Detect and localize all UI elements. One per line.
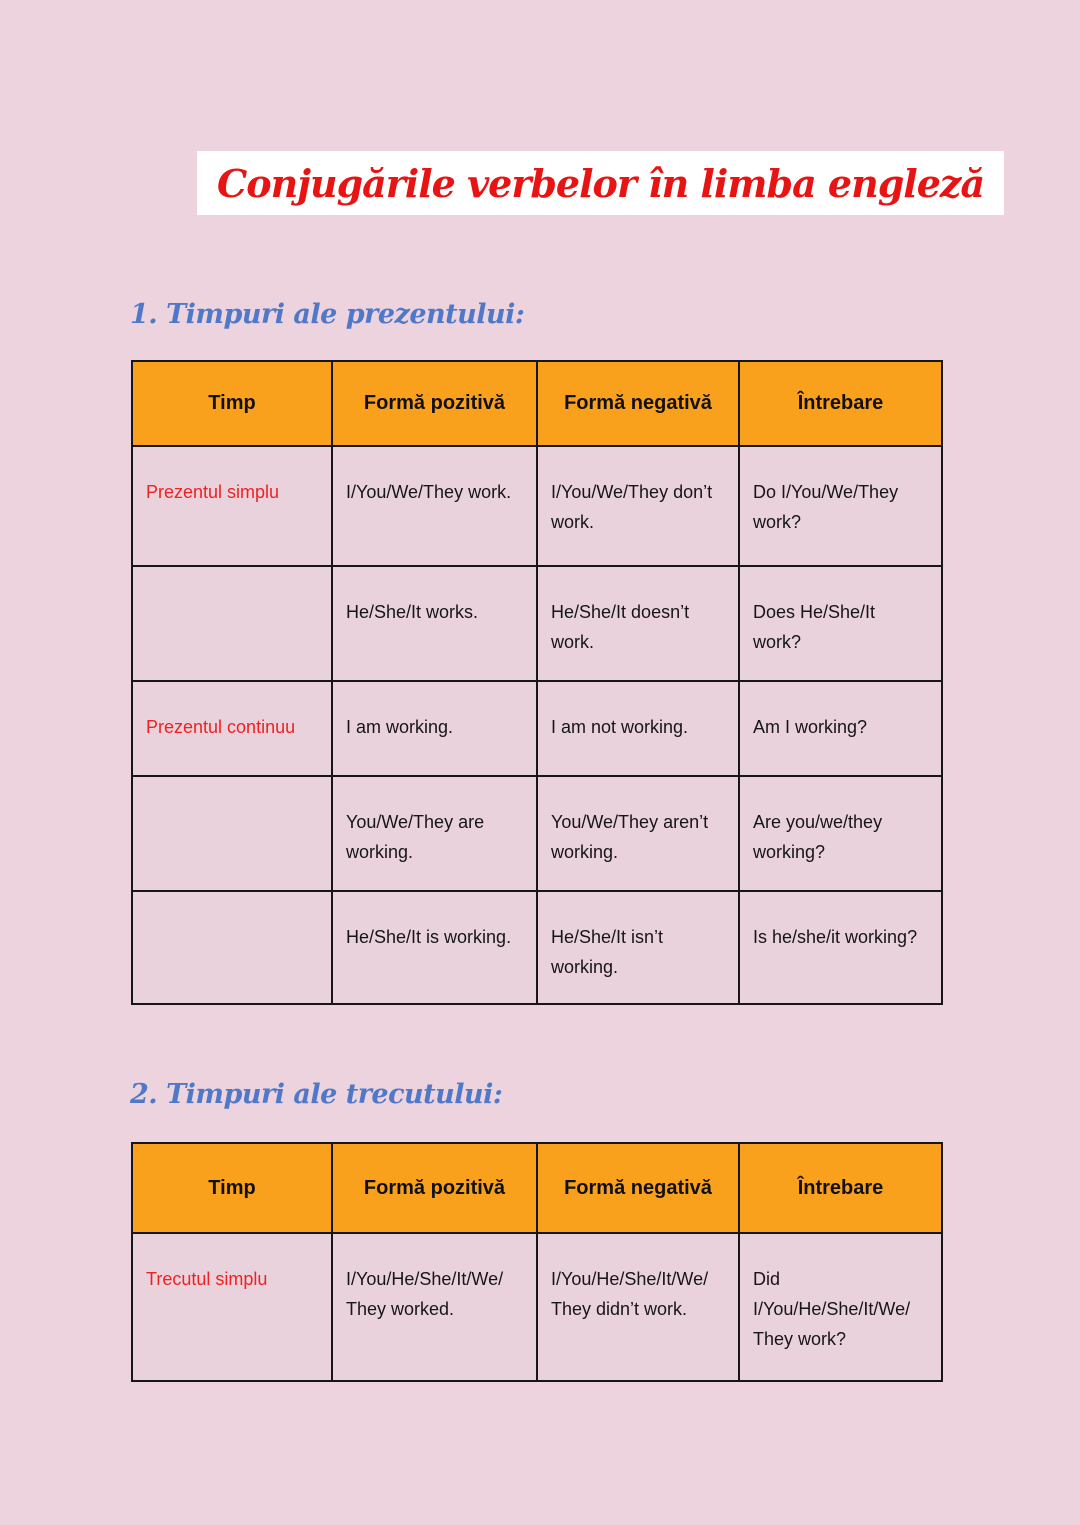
column-header-intrebare: Întrebare <box>738 360 943 447</box>
table-row: Prezentul continuu I am working. I am no… <box>131 680 943 777</box>
present-tenses-table: Timp Formă pozitivă Formă negativă Între… <box>131 360 943 1005</box>
cell-positive-form: I/You/We/They work. <box>331 445 538 567</box>
table-row: You/We/They are working. You/We/They are… <box>131 775 943 892</box>
cell-question-form: Am I working? <box>738 680 943 777</box>
section-heading-present: 1. Timpuri ale prezentului: <box>130 299 525 330</box>
page-title-highlight: Conjugările verbelor în limba engleză <box>197 151 1005 215</box>
cell-positive-form: You/We/They are working. <box>331 775 538 892</box>
cell-tense-name <box>131 775 333 892</box>
cell-positive-form: I/You/He/She/It/We/ They worked. <box>331 1232 538 1382</box>
cell-tense-name <box>131 890 333 1005</box>
column-header-forma-pozitiva: Formă pozitivă <box>331 1142 538 1234</box>
cell-negative-form: I am not working. <box>536 680 740 777</box>
cell-negative-form: He/She/It doesn’t work. <box>536 565 740 682</box>
cell-negative-form: You/We/They aren’t working. <box>536 775 740 892</box>
cell-question-form: Is he/she/it working? <box>738 890 943 1005</box>
cell-question-form: Does He/She/It work? <box>738 565 943 682</box>
table-header-row: Timp Formă pozitivă Formă negativă Între… <box>131 1142 943 1234</box>
cell-negative-form: I/You/He/She/It/We/ They didn’t work. <box>536 1232 740 1382</box>
cell-tense-name <box>131 565 333 682</box>
column-header-intrebare: Întrebare <box>738 1142 943 1234</box>
cell-positive-form: He/She/It works. <box>331 565 538 682</box>
cell-question-form: Did I/You/He/She/It/We/ They work? <box>738 1232 943 1382</box>
column-header-forma-negativa: Formă negativă <box>536 1142 740 1234</box>
table-row: He/She/It works. He/She/It doesn’t work.… <box>131 565 943 682</box>
cell-negative-form: I/You/We/They don’t work. <box>536 445 740 567</box>
table-header-row: Timp Formă pozitivă Formă negativă Între… <box>131 360 943 447</box>
page-title: Conjugările verbelor în limba engleză <box>217 160 985 206</box>
cell-negative-form: He/She/It isn’t working. <box>536 890 740 1005</box>
cell-question-form: Do I/You/We/They work? <box>738 445 943 567</box>
cell-tense-name: Prezentul simplu <box>131 445 333 567</box>
column-header-forma-pozitiva: Formă pozitivă <box>331 360 538 447</box>
table-row: Trecutul simplu I/You/He/She/It/We/ They… <box>131 1232 943 1382</box>
column-header-forma-negativa: Formă negativă <box>536 360 740 447</box>
cell-tense-name: Prezentul continuu <box>131 680 333 777</box>
section-heading-past: 2. Timpuri ale trecutului: <box>130 1079 503 1110</box>
column-header-timp: Timp <box>131 1142 333 1234</box>
cell-question-form: Are you/we/they working? <box>738 775 943 892</box>
cell-positive-form: I am working. <box>331 680 538 777</box>
column-header-timp: Timp <box>131 360 333 447</box>
cell-tense-name: Trecutul simplu <box>131 1232 333 1382</box>
table-row: He/She/It is working. He/She/It isn’t wo… <box>131 890 943 1005</box>
cell-positive-form: He/She/It is working. <box>331 890 538 1005</box>
past-tenses-table: Timp Formă pozitivă Formă negativă Între… <box>131 1142 943 1382</box>
table-row: Prezentul simplu I/You/We/They work. I/Y… <box>131 445 943 567</box>
